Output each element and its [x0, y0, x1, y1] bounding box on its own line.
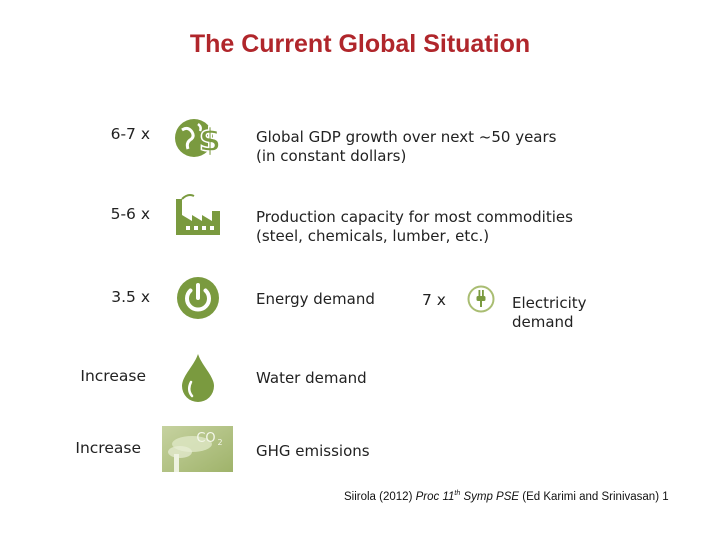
citation-editors: (Ed Karimi and Srinivasan) [522, 490, 660, 503]
gdp-description-line1: Global GDP growth over next ~50 years [256, 128, 557, 146]
water-description: Water demand [256, 369, 367, 387]
citation-author: Siirola (2012) [344, 490, 413, 503]
gdp-description: Global GDP growth over next ~50 years (i… [256, 128, 556, 166]
page-title: The Current Global Situation [189, 30, 531, 58]
citation: Siirola (2012) Proc 11th Symp PSE (Ed Ka… [344, 490, 669, 503]
production-description-line1: Production capacity for most commodities [256, 208, 573, 226]
svg-text:2: 2 [217, 438, 222, 447]
electricity-multiplier: 7 x [422, 291, 446, 309]
water-drop-icon [182, 354, 214, 402]
svg-text:CO: CO [196, 431, 215, 446]
co2-smokestack-icon: CO 2 [162, 426, 233, 472]
production-multiplier: 5-6 x [110, 205, 150, 223]
svg-text:$: $ [199, 121, 221, 159]
gdp-multiplier: 6-7 x [110, 125, 150, 143]
gdp-description-line2: (in constant dollars) [256, 147, 407, 165]
citation-proc: Proc 11 [415, 490, 455, 503]
energy-description: Energy demand [256, 290, 375, 308]
electricity-description-line2: demand [512, 313, 574, 331]
ghg-description: GHG emissions [256, 442, 370, 460]
citation-symp: Symp PSE [463, 490, 520, 503]
plug-icon [467, 285, 495, 313]
production-description: Production capacity for most commodities… [256, 208, 573, 246]
electricity-description-line1: Electricity [512, 294, 587, 312]
electricity-description: Electricity demand [512, 294, 587, 332]
production-description-line2: (steel, chemicals, lumber, etc.) [256, 227, 490, 245]
ghg-multiplier: Increase [75, 439, 141, 457]
globe-dollar-icon: $ [175, 119, 222, 160]
page-number: 1 [662, 490, 669, 503]
citation-th: th [454, 490, 461, 497]
factory-icon [176, 194, 220, 235]
water-multiplier: Increase [80, 367, 146, 385]
energy-multiplier: 3.5 x [111, 288, 150, 306]
power-icon [177, 277, 219, 319]
